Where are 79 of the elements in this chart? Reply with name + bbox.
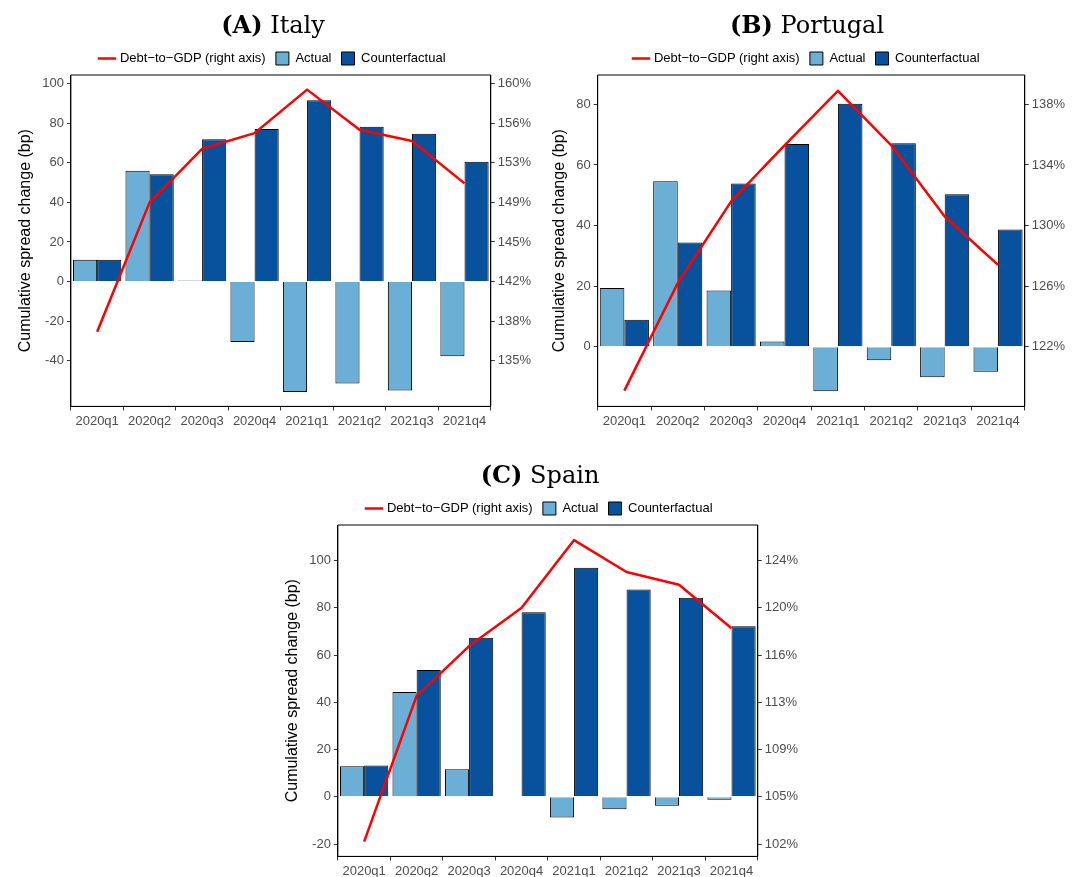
y-axis-title: Cumulative spread change (bp)	[283, 579, 301, 803]
y-tick-label: 60	[49, 154, 64, 170]
y-tick-label: 0	[323, 788, 331, 804]
x-tick-label: 2020q3	[447, 862, 491, 877]
y-tick-label: 40	[316, 693, 331, 709]
y2-tick-label: 138%	[1031, 95, 1066, 111]
x-tick-label: 2021q1	[552, 862, 596, 877]
x-tick-label: 2021q4	[709, 862, 754, 877]
y-tick-label: -20	[312, 835, 331, 851]
y-tick-label: 20	[49, 233, 64, 249]
y2-tick-label: 135%	[497, 352, 532, 368]
legend-label: Counterfactual	[628, 500, 713, 516]
x-tick-label: 2021q3	[922, 412, 967, 428]
y-tick-label: -20	[45, 312, 64, 328]
x-tick-label: 2020q2	[394, 862, 439, 877]
y-tick-label: -40	[45, 352, 64, 368]
y-tick-label: 60	[316, 646, 331, 662]
legend-label: Counterfactual	[895, 50, 980, 66]
y-tick-label: 40	[49, 193, 64, 209]
x-tick-label: 2021q3	[390, 412, 434, 428]
y-axis-title: Cumulative spread change (bp)	[16, 129, 34, 353]
y-tick-label: 0	[583, 338, 591, 354]
y2-tick-label: 124%	[764, 552, 799, 568]
x-tick-label: 2021q2	[337, 412, 382, 428]
y-tick-label: 0	[56, 273, 64, 289]
y-axis-title: Cumulative spread change (bp)	[550, 129, 568, 353]
y2-tick-label: 156%	[497, 114, 532, 130]
y2-tick-label: 138%	[497, 312, 532, 328]
x-tick-label: 2020q3	[709, 412, 753, 428]
x-tick-label: 2021q4	[976, 412, 1020, 428]
x-tick-label: 2021q1	[285, 412, 329, 428]
legend-label: Actual	[295, 50, 332, 66]
x-tick-label: 2021q1	[816, 412, 860, 428]
y-tick-label: 20	[316, 741, 331, 757]
y2-tick-label: 130%	[1031, 217, 1066, 233]
y2-tick-label: 142%	[497, 273, 532, 289]
x-tick-label: 2020q2	[127, 412, 172, 428]
y2-tick-label: 109%	[764, 741, 799, 757]
legend-label: Actual	[829, 50, 866, 66]
y-tick-label: 100	[309, 552, 331, 568]
legend-label: Debt−to−GDP (right axis)	[386, 500, 533, 516]
y2-tick-label: 122%	[1031, 338, 1066, 354]
legend-label: Debt−to−GDP (right axis)	[653, 50, 800, 66]
y2-tick-label: 116%	[764, 646, 798, 662]
y-tick-label: 40	[576, 217, 591, 233]
y2-tick-label: 126%	[1031, 277, 1066, 293]
legend-label: Counterfactual	[361, 50, 446, 66]
y2-tick-label: 134%	[1031, 156, 1066, 172]
y2-tick-label: 105%	[764, 788, 799, 804]
y2-tick-label: 120%	[764, 599, 799, 615]
chart-title: (C) Spain	[480, 460, 600, 489]
x-tick-label: 2021q2	[604, 862, 649, 877]
y-tick-label: 100	[42, 75, 64, 91]
y-tick-label: 80	[576, 95, 591, 111]
y2-tick-label: 153%	[497, 154, 532, 170]
y-tick-label: 80	[316, 599, 331, 615]
x-tick-label: 2020q4	[499, 862, 544, 877]
y2-tick-label: 102%	[764, 835, 799, 851]
y-tick-label: 60	[576, 156, 591, 172]
y-tick-label: 80	[49, 114, 64, 130]
x-tick-label: 2020q4	[762, 412, 807, 428]
legend-label: Actual	[562, 500, 599, 516]
x-tick-label: 2020q1	[75, 412, 119, 428]
y2-tick-label: 145%	[497, 233, 532, 249]
x-tick-label: 2021q3	[657, 862, 701, 877]
x-tick-label: 2020q1	[342, 862, 386, 877]
y2-tick-label: 160%	[497, 75, 532, 91]
x-tick-label: 2020q4	[232, 412, 277, 428]
y2-tick-label: 149%	[497, 193, 532, 209]
legend-label: Debt−to−GDP (right axis)	[119, 50, 266, 66]
x-tick-label: 2021q4	[442, 412, 487, 428]
x-tick-label: 2020q3	[180, 412, 224, 428]
chart-title: (B) Portugal	[729, 10, 885, 39]
chart-title: (A) Italy	[221, 10, 325, 39]
y2-tick-label: 113%	[764, 693, 798, 709]
x-tick-label: 2020q2	[656, 412, 700, 428]
y-tick-label: 20	[576, 277, 591, 293]
x-tick-label: 2021q2	[869, 412, 913, 428]
x-tick-label: 2020q1	[602, 412, 647, 428]
